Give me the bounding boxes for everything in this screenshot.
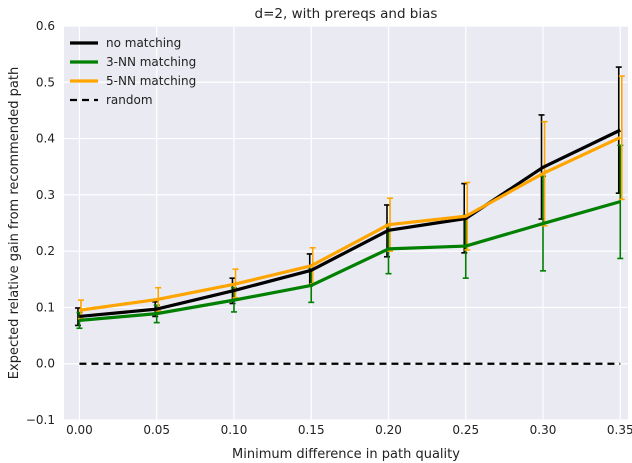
y-tick-label: 0.3	[36, 188, 55, 202]
series-line-5-nn-matching	[79, 135, 621, 312]
x-axis-label: Minimum difference in path quality	[232, 447, 460, 462]
x-tick-label: 0.10	[221, 423, 248, 437]
legend-entry-label: 3-NN matching	[106, 55, 196, 69]
x-tick-label: 0.00	[66, 423, 93, 437]
x-tick-label: 0.35	[607, 423, 632, 437]
series-layer	[74, 66, 625, 365]
plot-background	[64, 26, 628, 420]
series-line-no-matching	[79, 128, 621, 319]
legend-entry-label: 5-NN matching	[106, 74, 196, 88]
y-tick-label: 0.6	[36, 19, 55, 33]
y-tick-label: 0.0	[36, 357, 55, 371]
legend-entry-label: random	[106, 93, 153, 107]
y-tick-label: −0.1	[26, 413, 55, 427]
legend-entry-label: no matching	[106, 36, 181, 50]
legend: no matching 3-NN matching 5-NN matching ran…	[70, 36, 196, 107]
x-tick-label: 0.05	[143, 423, 170, 437]
y-tick-label: 0.2	[36, 244, 55, 258]
x-tick-label: 0.20	[375, 423, 402, 437]
y-tick-label: 0.5	[36, 75, 55, 89]
tick-labels: 0.00 0.05 0.10 0.15 0.20 0.25 0.30 0.35 −0.1 0.0 0…	[26, 19, 632, 437]
y-tick-label: 0.4	[36, 132, 55, 146]
chart-title: d=2, with prereqs and bias	[255, 6, 438, 22]
x-tick-label: 0.25	[452, 423, 479, 437]
y-tick-label: 0.1	[36, 300, 55, 314]
x-tick-label: 0.30	[530, 423, 557, 437]
x-tick-label: 0.15	[298, 423, 325, 437]
y-axis-label: Expected relative gain from recommended …	[7, 67, 22, 379]
series-line-3-nn-matching	[79, 200, 621, 322]
